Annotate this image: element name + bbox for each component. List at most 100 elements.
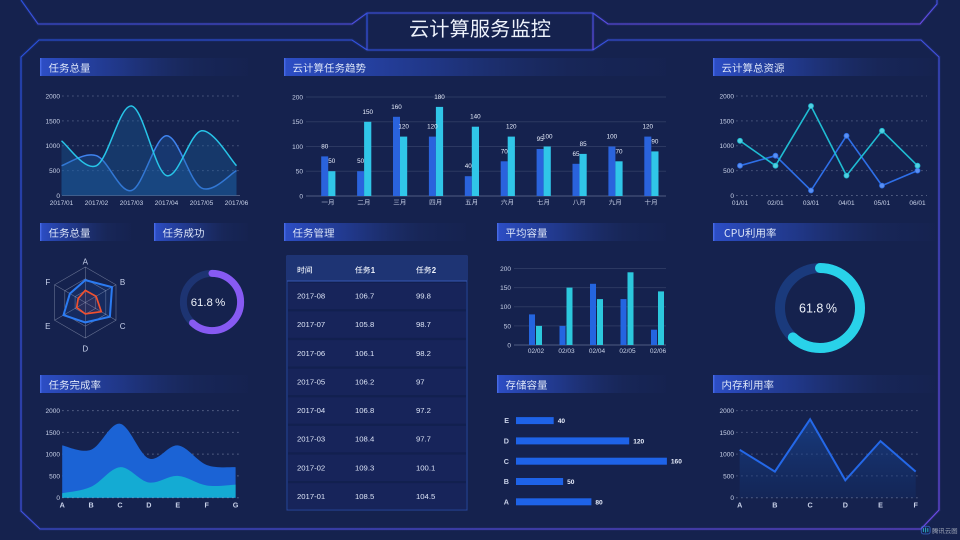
- svg-text:02/05: 02/05: [619, 348, 636, 355]
- svg-text:05/01: 05/01: [874, 200, 891, 207]
- svg-text:0: 0: [507, 342, 511, 349]
- svg-text:02/03: 02/03: [558, 348, 575, 355]
- svg-text:2000: 2000: [46, 93, 61, 100]
- svg-text:70: 70: [615, 148, 623, 155]
- svg-text:E: E: [504, 416, 509, 425]
- svg-text:61.8 %: 61.8 %: [799, 302, 837, 316]
- svg-text:1: 1: [371, 266, 376, 275]
- svg-text:2017-04: 2017-04: [297, 406, 326, 415]
- svg-text:1500: 1500: [720, 118, 735, 125]
- svg-text:A: A: [83, 258, 89, 267]
- svg-text:160: 160: [671, 459, 682, 466]
- svg-text:97.7: 97.7: [416, 435, 431, 444]
- svg-text:0: 0: [730, 193, 734, 200]
- svg-text:C: C: [117, 501, 122, 510]
- svg-text:F: F: [205, 501, 210, 510]
- svg-text:108.4: 108.4: [355, 435, 375, 444]
- svg-text:2017-08: 2017-08: [297, 292, 325, 301]
- svg-text:2017/04: 2017/04: [155, 200, 179, 207]
- svg-text:04/01: 04/01: [838, 200, 855, 207]
- svg-text:40: 40: [558, 418, 566, 425]
- svg-text:1000: 1000: [46, 452, 61, 459]
- svg-text:98.7: 98.7: [416, 320, 431, 329]
- svg-text:120: 120: [427, 124, 438, 131]
- svg-text:B: B: [88, 501, 93, 510]
- svg-text:150: 150: [292, 119, 303, 126]
- svg-text:F: F: [45, 278, 50, 287]
- svg-text:02/02: 02/02: [528, 348, 545, 355]
- svg-text:50: 50: [567, 479, 575, 486]
- svg-text:500: 500: [723, 473, 734, 480]
- svg-text:E: E: [878, 501, 883, 510]
- svg-text:A: A: [60, 501, 65, 510]
- svg-text:02/01: 02/01: [767, 200, 784, 207]
- svg-text:180: 180: [434, 94, 445, 101]
- svg-text:E: E: [175, 501, 180, 510]
- svg-text:0: 0: [299, 193, 303, 200]
- svg-text:108.5: 108.5: [355, 492, 374, 501]
- svg-text:0: 0: [56, 193, 60, 200]
- svg-text:2017-05: 2017-05: [297, 377, 325, 386]
- svg-text:100: 100: [607, 134, 618, 141]
- svg-text:106.2: 106.2: [355, 377, 374, 386]
- svg-text:2017/01: 2017/01: [50, 200, 74, 207]
- svg-text:2000: 2000: [720, 408, 735, 415]
- svg-text:F: F: [914, 501, 919, 510]
- svg-text:120: 120: [398, 124, 409, 131]
- svg-text:C: C: [807, 501, 812, 510]
- svg-text:2000: 2000: [720, 93, 735, 100]
- svg-text:100.1: 100.1: [416, 463, 435, 472]
- svg-text:06/01: 06/01: [909, 200, 926, 207]
- svg-text:120: 120: [633, 438, 644, 445]
- svg-text:2017-01: 2017-01: [297, 492, 325, 501]
- svg-text:A: A: [504, 497, 509, 506]
- svg-text:160: 160: [391, 104, 402, 111]
- svg-text:1500: 1500: [720, 430, 735, 437]
- svg-text:2017-07: 2017-07: [297, 320, 325, 329]
- svg-text:B: B: [504, 477, 509, 486]
- svg-text:E: E: [45, 322, 50, 331]
- svg-text:50: 50: [504, 323, 512, 330]
- svg-text:1000: 1000: [720, 452, 735, 459]
- svg-text:40: 40: [465, 163, 473, 170]
- svg-text:120: 120: [643, 124, 654, 131]
- svg-text:106.1: 106.1: [355, 349, 374, 358]
- svg-text:106.7: 106.7: [355, 292, 374, 301]
- svg-text:D: D: [504, 437, 509, 446]
- svg-text:80: 80: [321, 143, 329, 150]
- svg-text:50: 50: [357, 158, 365, 165]
- svg-text:61.8 %: 61.8 %: [191, 297, 226, 309]
- svg-text:01/01: 01/01: [732, 200, 749, 207]
- svg-text:500: 500: [723, 168, 734, 175]
- svg-text:106.8: 106.8: [355, 406, 374, 415]
- svg-text:A: A: [737, 501, 742, 510]
- svg-text:85: 85: [580, 141, 588, 148]
- svg-text:2017/03: 2017/03: [120, 200, 144, 207]
- svg-text:65: 65: [572, 151, 580, 158]
- svg-text:02/04: 02/04: [589, 348, 606, 355]
- svg-text:200: 200: [500, 266, 511, 273]
- svg-text:120: 120: [506, 124, 517, 131]
- svg-text:D: D: [146, 501, 151, 510]
- svg-text:150: 150: [362, 109, 373, 116]
- svg-text:03/01: 03/01: [803, 200, 820, 207]
- svg-text:2017-03: 2017-03: [297, 435, 325, 444]
- svg-text:200: 200: [292, 94, 303, 101]
- svg-text:1500: 1500: [46, 118, 61, 125]
- svg-text:D: D: [82, 344, 88, 353]
- svg-text:80: 80: [595, 499, 603, 506]
- svg-text:90: 90: [651, 138, 659, 145]
- svg-text:99.8: 99.8: [416, 292, 431, 301]
- svg-text:95: 95: [537, 136, 545, 143]
- svg-text:2017-02: 2017-02: [297, 463, 325, 472]
- svg-text:50: 50: [328, 158, 336, 165]
- svg-text:2: 2: [432, 266, 437, 275]
- svg-text:97.2: 97.2: [416, 406, 431, 415]
- svg-text:1000: 1000: [720, 143, 735, 150]
- svg-text:2000: 2000: [46, 408, 61, 415]
- svg-text:1500: 1500: [46, 430, 61, 437]
- svg-text:02/06: 02/06: [650, 348, 667, 355]
- svg-text:0: 0: [56, 495, 60, 502]
- svg-text:2017/02: 2017/02: [85, 200, 109, 207]
- svg-text:100: 100: [542, 134, 553, 141]
